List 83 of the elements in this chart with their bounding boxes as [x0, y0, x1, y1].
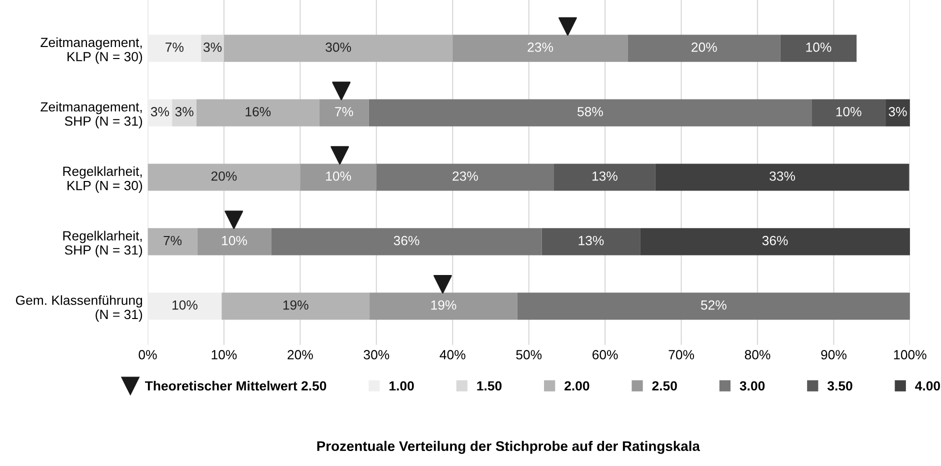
bar [886, 99, 910, 126]
x-tick-label: 30% [364, 350, 390, 360]
bar [319, 99, 369, 126]
x-tick-label: 0% [138, 350, 157, 360]
data-label: 16% [246, 106, 271, 116]
x-tick-label: 70% [668, 350, 694, 360]
legend-label: 2.50 [652, 381, 677, 391]
y-tick-label: Gem. Klassenführung (N = 31) [16, 295, 142, 322]
bar [812, 99, 886, 126]
bar [655, 164, 910, 191]
bar [224, 34, 453, 62]
bar [376, 164, 554, 191]
bar [554, 164, 656, 191]
x-tick-label: 100% [894, 350, 926, 360]
x-tick-label: 50% [516, 350, 542, 360]
bar [196, 99, 320, 126]
point [330, 146, 350, 165]
bar [542, 228, 640, 256]
data-label: 10% [326, 171, 352, 181]
legend-label: 2.00 [564, 381, 590, 391]
point [434, 275, 452, 294]
data-label: 20% [692, 42, 717, 52]
bar [148, 164, 300, 191]
data-label: 13% [592, 171, 618, 181]
x-tick-label: 20% [288, 350, 313, 360]
data-label: 33% [770, 171, 796, 181]
data-label: 10% [836, 106, 862, 116]
bar [148, 228, 198, 256]
legend-label: 1.00 [390, 381, 414, 391]
data-label: 7% [166, 42, 184, 52]
data-label: 58% [578, 106, 603, 116]
data-label: 19% [431, 300, 456, 310]
data-label: 20% [211, 171, 237, 181]
bar [517, 292, 910, 320]
x-tick-label: 10% [212, 350, 237, 360]
x-tick-label: 90% [821, 350, 846, 360]
bar [148, 99, 172, 126]
bar [628, 34, 780, 62]
data-label: 13% [578, 236, 604, 246]
y-tick-label: Regelklarheit, SHP (N = 31) [63, 230, 142, 258]
legend-label: 4.00 [915, 381, 940, 391]
x-tick-label: 40% [440, 350, 466, 360]
y-tick-label: Regelklarheit, KLP (N = 30) [63, 166, 142, 193]
bar [148, 34, 202, 62]
data-label: 3% [888, 106, 907, 116]
text: Prozentuale Verteilung der Stichprobe auf der Ratingskala [317, 440, 700, 454]
bar [368, 99, 812, 126]
bar [172, 99, 197, 126]
legend-label: 1.50 [477, 381, 502, 391]
data-label: 36% [762, 236, 788, 246]
y-tick-label: Zeitmanagement, SHP (N = 31) [40, 102, 142, 128]
data-label: 52% [701, 300, 726, 310]
y-tick-label: Zeitmanagement, KLP (N = 30) [40, 37, 142, 64]
point [558, 17, 577, 36]
data-label: 3% [150, 106, 169, 116]
data-label: 23% [452, 171, 478, 181]
bar [148, 292, 222, 320]
legend-label: 3.50 [827, 381, 852, 391]
bar [271, 228, 542, 256]
point [332, 82, 351, 100]
data-label: 7% [164, 236, 182, 246]
data-label: 19% [283, 300, 308, 310]
data-label: 23% [528, 42, 554, 52]
bar [222, 292, 370, 320]
data-label: 3% [203, 42, 222, 52]
data-label: 10% [222, 236, 247, 246]
bar [370, 292, 518, 320]
legend-label: 3.00 [740, 381, 765, 391]
bar [780, 34, 857, 62]
bar [452, 34, 628, 62]
point [224, 210, 244, 229]
bar [640, 228, 910, 256]
x-tick-label: 80% [744, 350, 770, 360]
bar [300, 164, 376, 191]
data-label: 30% [326, 42, 352, 52]
data-label: 3% [175, 106, 194, 116]
bar [197, 228, 272, 256]
data-label: 7% [335, 107, 354, 116]
x-tick-label: 60% [592, 350, 618, 360]
legend-label: Theoretischer Mittelwert 2.50 [145, 380, 326, 391]
data-label: 10% [806, 42, 832, 52]
data-label: 36% [394, 236, 420, 246]
data-label: 10% [172, 300, 198, 310]
